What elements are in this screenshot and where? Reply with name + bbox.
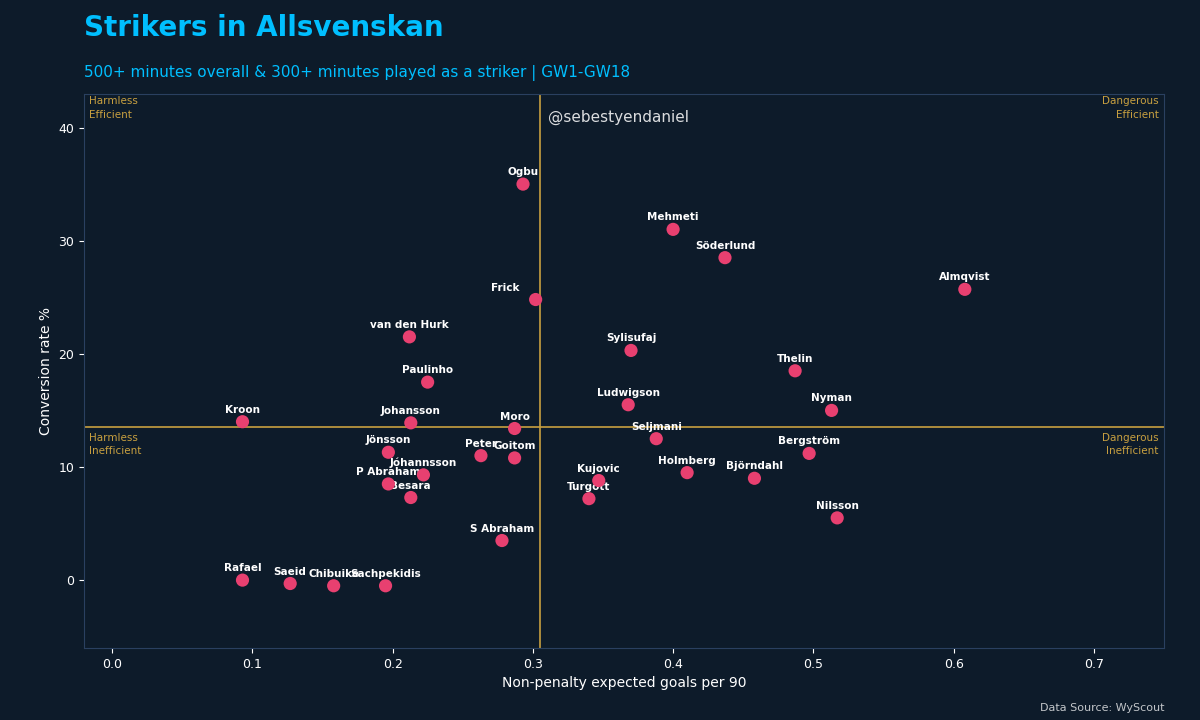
Point	[822, 405, 841, 416]
Point	[505, 423, 524, 434]
Point	[715, 252, 734, 264]
Text: Harmless
Inefficient: Harmless Inefficient	[90, 433, 142, 456]
Text: P Abraham: P Abraham	[356, 467, 420, 477]
Point	[414, 469, 433, 481]
Point	[400, 331, 419, 343]
Text: Dangerous
Efficient: Dangerous Efficient	[1102, 96, 1159, 120]
Point	[678, 467, 697, 478]
Point	[526, 294, 545, 305]
Text: Kroon: Kroon	[224, 405, 260, 415]
Point	[281, 577, 300, 589]
Text: Saeid: Saeid	[274, 567, 307, 577]
Text: Almqvist: Almqvist	[940, 272, 990, 282]
Point	[376, 580, 395, 592]
Text: Jóhannsson: Jóhannsson	[390, 457, 457, 468]
Text: Data Source: WyScout: Data Source: WyScout	[1039, 703, 1164, 713]
Text: Besara: Besara	[390, 480, 431, 490]
Point	[379, 478, 398, 490]
Point	[324, 580, 343, 592]
Text: Strikers in Allsvenskan: Strikers in Allsvenskan	[84, 14, 444, 42]
Text: Jönsson: Jönsson	[366, 436, 412, 445]
Text: Paulinho: Paulinho	[402, 365, 454, 375]
Point	[786, 365, 805, 377]
Text: Nilsson: Nilsson	[816, 501, 859, 511]
Text: Björndahl: Björndahl	[726, 462, 782, 472]
Point	[647, 433, 666, 444]
Text: Goitom: Goitom	[493, 441, 536, 451]
Point	[233, 416, 252, 428]
Text: Ogbu: Ogbu	[508, 167, 539, 177]
Point	[514, 179, 533, 190]
Text: Moro: Moro	[499, 412, 529, 421]
Text: Seljmani: Seljmani	[631, 422, 682, 432]
Point	[505, 452, 524, 464]
Text: Peter: Peter	[464, 438, 497, 449]
Text: S Abraham: S Abraham	[470, 523, 534, 534]
Text: Kujovic: Kujovic	[577, 464, 620, 474]
Point	[745, 472, 764, 484]
Text: Harmless
Efficient: Harmless Efficient	[90, 96, 138, 120]
X-axis label: Non-penalty expected goals per 90: Non-penalty expected goals per 90	[502, 676, 746, 690]
Y-axis label: Conversion rate %: Conversion rate %	[38, 307, 53, 435]
Text: van den Hurk: van den Hurk	[370, 320, 449, 330]
Text: @sebestyendaniel: @sebestyendaniel	[548, 110, 689, 125]
Text: Frick: Frick	[491, 282, 520, 292]
Text: Chibuike: Chibuike	[308, 569, 359, 579]
Point	[401, 417, 420, 428]
Text: Sachpekidis: Sachpekidis	[350, 569, 421, 579]
Text: Söderlund: Söderlund	[695, 240, 755, 251]
Point	[492, 535, 511, 546]
Point	[472, 450, 491, 462]
Text: Dangerous
Inefficient: Dangerous Inefficient	[1102, 433, 1159, 456]
Text: Thelin: Thelin	[776, 354, 814, 364]
Text: Mehmeti: Mehmeti	[647, 212, 698, 222]
Point	[580, 493, 599, 505]
Point	[589, 474, 608, 486]
Point	[233, 575, 252, 586]
Text: Bergström: Bergström	[778, 436, 840, 446]
Text: Ludwigson: Ludwigson	[596, 388, 660, 397]
Point	[622, 345, 641, 356]
Text: Johansson: Johansson	[380, 406, 440, 416]
Text: Turgott: Turgott	[568, 482, 611, 492]
Point	[619, 399, 638, 410]
Point	[799, 448, 818, 459]
Point	[828, 512, 847, 523]
Point	[379, 446, 398, 458]
Point	[664, 224, 683, 235]
Text: Sylisufaj: Sylisufaj	[606, 333, 656, 343]
Text: Nyman: Nyman	[811, 393, 852, 403]
Text: 500+ minutes overall & 300+ minutes played as a striker | GW1-GW18: 500+ minutes overall & 300+ minutes play…	[84, 65, 630, 81]
Text: Rafael: Rafael	[223, 563, 262, 573]
Point	[955, 284, 974, 295]
Text: Holmberg: Holmberg	[659, 456, 716, 466]
Point	[401, 492, 420, 503]
Point	[418, 377, 437, 388]
